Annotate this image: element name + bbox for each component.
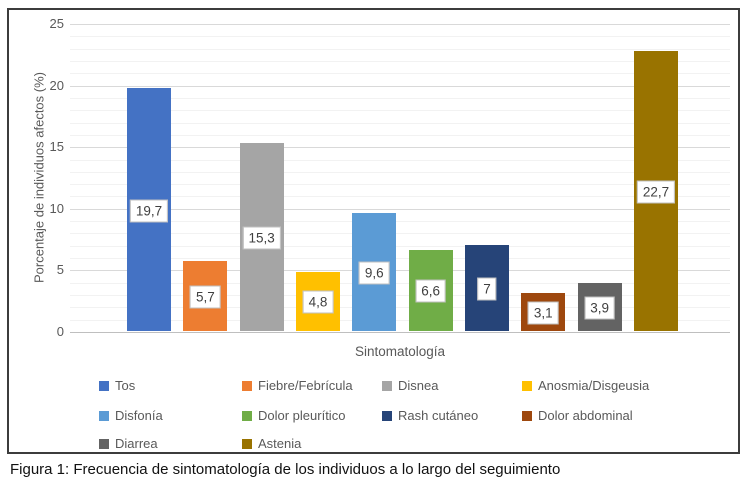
- gridline-y-17: [70, 122, 730, 124]
- gridline-y-24: [70, 36, 730, 38]
- bar-value-label-7: 7: [477, 277, 497, 301]
- legend-swatch-icon: [99, 410, 109, 421]
- x-axis-line: [70, 332, 730, 333]
- bar-value-label-4: 4,8: [302, 290, 334, 314]
- gridline-y-5: [70, 270, 730, 272]
- legend-swatch-icon: [382, 380, 392, 391]
- gridline-y-16: [70, 134, 730, 136]
- y-tick-label-10: 10: [49, 200, 64, 216]
- gridline-y-13: [70, 171, 730, 173]
- gridline-y-19: [70, 97, 730, 99]
- bar-value-label-6: 6,6: [415, 279, 447, 303]
- legend-item: Rash cutáneo: [382, 408, 478, 423]
- gridline-y-14: [70, 159, 730, 161]
- legend-swatch-icon: [242, 410, 252, 421]
- legend-item: Diarrea: [99, 436, 158, 451]
- y-tick-label-0: 0: [56, 324, 64, 339]
- gridline-y-3: [70, 295, 730, 297]
- gridline-y-21: [70, 73, 730, 75]
- legend-swatch-icon: [382, 410, 392, 421]
- bar-value-label-3: 15,3: [242, 226, 281, 250]
- gridline-y-20: [70, 85, 730, 87]
- legend-label: Rash cutáneo: [398, 408, 479, 423]
- bar-value-label-5: 9,6: [358, 261, 390, 285]
- legend-label: Disfonía: [115, 408, 163, 423]
- legend-item: Dolor abdominal: [522, 408, 633, 423]
- gridline-y-11: [70, 196, 730, 198]
- gridline-y-23: [70, 48, 730, 50]
- legend-label: Dolor pleurítico: [258, 408, 346, 423]
- legend-label: Tos: [115, 378, 136, 393]
- legend-item: Disnea: [382, 378, 438, 393]
- bar-value-label-10: 22,7: [636, 180, 676, 204]
- bar-value-label-8: 3,1: [527, 301, 559, 325]
- y-tick-label-15: 15: [49, 139, 64, 155]
- gridline-y-10: [70, 208, 730, 210]
- gridline-y-4: [70, 282, 730, 284]
- legend-label: Dolor abdominal: [538, 408, 633, 423]
- legend-label: Anosmia/Disgeusia: [538, 378, 650, 393]
- bar-value-label-9: 3,9: [584, 296, 616, 320]
- y-tick-label-5: 5: [56, 262, 64, 278]
- legend-label: Disnea: [398, 378, 439, 393]
- legend-item: Fiebre/Febrícula: [242, 378, 353, 393]
- legend-label: Astenia: [258, 436, 302, 451]
- legend-swatch-icon: [522, 380, 532, 391]
- legend-swatch-icon: [522, 410, 532, 421]
- legend-swatch-icon: [242, 380, 252, 391]
- legend-item: Tos: [99, 378, 135, 393]
- y-axis-title: Porcentaje de individuos afectos (%): [31, 72, 47, 284]
- gridline-y-8: [70, 233, 730, 235]
- legend-item: Astenia: [242, 436, 301, 451]
- gridline-y-12: [70, 184, 730, 186]
- legend-swatch-icon: [99, 438, 109, 449]
- legend-item: Disfonía: [99, 408, 163, 423]
- gridline-y-22: [70, 60, 730, 62]
- y-tick-label-25: 25: [49, 16, 64, 31]
- bar-value-label-2: 5,7: [189, 285, 221, 309]
- gridline-y-18: [70, 110, 730, 112]
- figure-caption: Figura 1: Frecuencia de sintomatología d…: [10, 461, 561, 478]
- gridline-y-1: [70, 319, 730, 321]
- plot-area: 19,7 5,7 15,3 4,8 9,6 6,6 7 3,1 3,9 22,7: [70, 24, 730, 333]
- gridline-y-25: [70, 24, 730, 25]
- legend-item: Anosmia/Disgeusia: [522, 378, 649, 393]
- legend-label: Fiebre/Febrícula: [258, 378, 353, 393]
- legend-label: Diarrea: [115, 436, 158, 451]
- gridline-y-2: [70, 307, 730, 309]
- legend-swatch-icon: [99, 380, 109, 391]
- legend-item: Dolor pleurítico: [242, 408, 345, 423]
- legend-swatch-icon: [242, 438, 252, 449]
- gridline-y-6: [70, 258, 730, 260]
- gridline-y-15: [70, 147, 730, 149]
- gridline-y-7: [70, 245, 730, 247]
- x-axis-title: Sintomatología: [354, 344, 446, 359]
- y-tick-label-20: 20: [49, 77, 64, 93]
- gridline-y-9: [70, 221, 730, 223]
- bar-value-label-1: 19,7: [129, 199, 169, 223]
